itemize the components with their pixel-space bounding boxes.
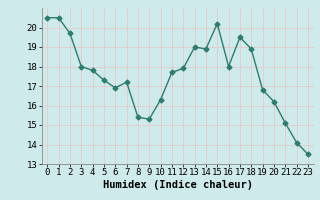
X-axis label: Humidex (Indice chaleur): Humidex (Indice chaleur): [103, 180, 252, 190]
